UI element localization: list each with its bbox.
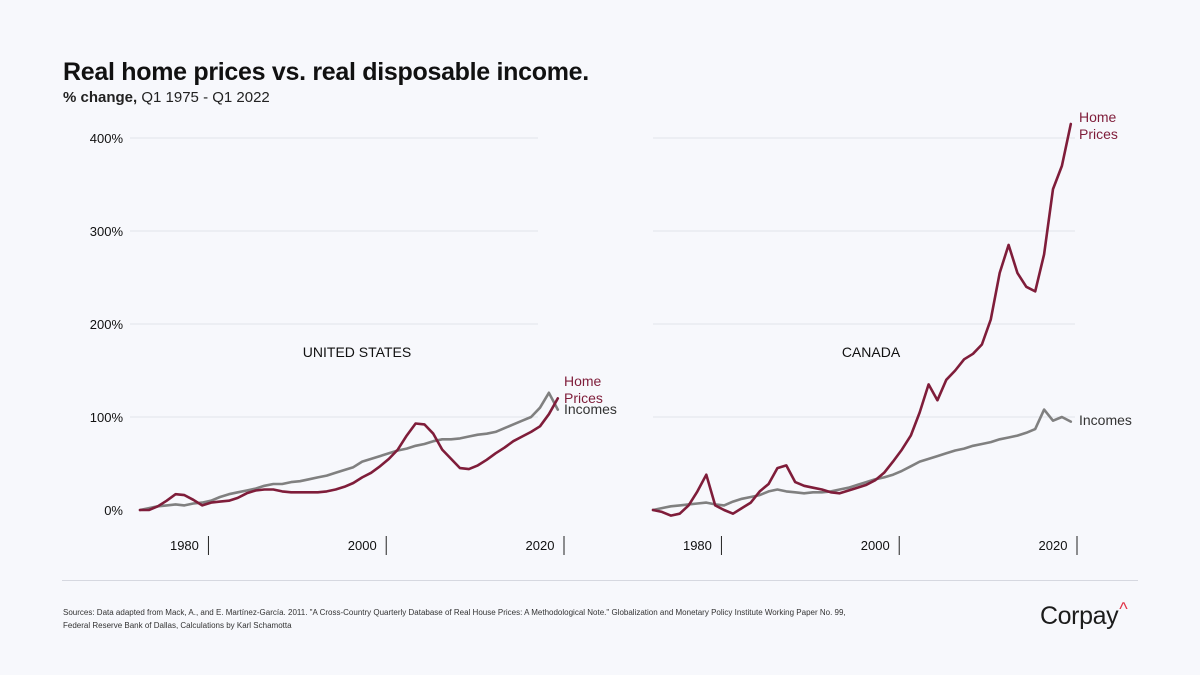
series-line-home-prices — [651, 122, 1073, 517]
subtitle-lead: % change, — [63, 89, 138, 106]
x-tick-label-2000: 2000 — [861, 538, 890, 553]
series-label-incomes: Incomes — [1079, 412, 1132, 428]
panel-united-states: UNITED STATES 1980 2000 2020 HomePricesIncom… — [130, 137, 617, 555]
logo-caret-icon: ^ — [1119, 599, 1128, 619]
y-tick-label-0: 0% — [104, 503, 123, 518]
series-label-home-prices: Prices — [1079, 126, 1118, 142]
series-line-home-prices — [138, 397, 560, 512]
source-note: Sources: Data adapted from Mack, A., and… — [63, 607, 903, 632]
y-tick-label-200: 200% — [90, 317, 124, 332]
x-tick-label-1980: 1980 — [170, 538, 199, 553]
series-label-incomes: Incomes — [564, 401, 617, 417]
source-line-1: Sources: Data adapted from Mack, A., and… — [63, 608, 846, 617]
x-tick-label-2000: 2000 — [348, 538, 377, 553]
chart-subtitle: % change, Q1 1975 - Q1 2022 — [63, 89, 270, 106]
y-tick-label-100: 100% — [90, 410, 124, 425]
series-line-incomes — [651, 408, 1073, 512]
panel-label: UNITED STATES — [303, 344, 411, 360]
series-label-home-prices: Home — [1079, 109, 1117, 125]
chart-title: Real home prices vs. real disposable inc… — [63, 58, 589, 86]
y-tick-label-400: 400% — [90, 131, 124, 146]
series-label-home-prices: Home — [564, 373, 602, 389]
x-tick-label-2020: 2020 — [1039, 538, 1068, 553]
x-tick-label-2020: 2020 — [526, 538, 555, 553]
series-line-incomes — [138, 391, 560, 512]
footer-divider — [62, 580, 1138, 581]
y-tick-label-300: 300% — [90, 224, 124, 239]
panel-label: CANADA — [842, 344, 901, 360]
series-label-home-prices: Prices — [564, 390, 603, 406]
x-tick-label-1980: 1980 — [683, 538, 712, 553]
source-line-2: Federal Reserve Bank of Dallas, Calculat… — [63, 620, 292, 630]
subtitle-range: Q1 1975 - Q1 2022 — [137, 89, 270, 106]
logo-text: Corpay — [1040, 602, 1119, 630]
corpay-logo: Corpay^ — [1040, 599, 1128, 631]
